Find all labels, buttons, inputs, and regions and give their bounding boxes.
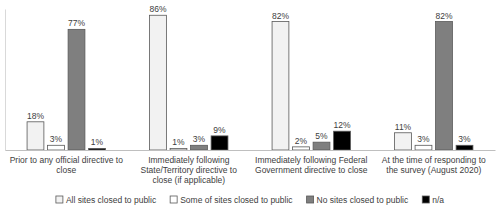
data-label: 1%: [91, 137, 104, 147]
bar: [415, 145, 432, 150]
bars: [27, 15, 473, 150]
x-tick: Immediately following FederalGovernment …: [255, 155, 368, 175]
data-label: 9%: [213, 125, 226, 135]
data-label: 3%: [458, 134, 471, 144]
legend-swatch: [56, 196, 63, 203]
bar: [313, 142, 330, 150]
bar: [150, 15, 167, 150]
x-axis-line: [6, 150, 496, 151]
data-label: 3%: [417, 134, 430, 144]
x-tick-label-line: Government directive to close: [255, 165, 368, 175]
legend-label: All sites closed to public: [66, 195, 157, 205]
legend-item: Some of sites closed to public: [170, 195, 293, 205]
x-tick-label-line: State/Territory directive to: [141, 165, 238, 175]
bar: [68, 29, 85, 150]
bar: [272, 22, 289, 150]
x-tick-label-line: Immediately following: [148, 155, 230, 165]
bar: [89, 148, 106, 150]
x-tick-label: Prior to any official directive toclose: [10, 155, 123, 175]
y-axis: [5, 10, 6, 151]
x-tick: Prior to any official directive toclose: [10, 155, 123, 175]
x-tick-label: At the time of responding tothe survey (…: [382, 155, 486, 175]
legend-swatch: [307, 196, 314, 203]
bar: [170, 148, 187, 150]
legend-item: No sites closed to public: [307, 195, 409, 205]
x-tick-label-line: close (if applicable): [152, 175, 225, 185]
y-axis-line: [5, 10, 6, 151]
x-axis: Prior to any official directive toclose I…: [6, 151, 496, 185]
bar: [456, 145, 473, 150]
legend-item: All sites closed to public: [56, 195, 157, 205]
data-label: 18%: [27, 111, 44, 121]
data-label: 1%: [172, 137, 185, 147]
data-label: 3%: [50, 134, 63, 144]
legend-swatch: [422, 196, 429, 203]
data-label: 77%: [68, 18, 85, 28]
chart: 18% 86% 82% 11% 3% 1% 2% 3% 77% 3% 5% 82% 1% 9% 12% 3% P…: [0, 0, 500, 211]
legend: All sites closed to public Some of sites …: [56, 195, 444, 205]
legend-swatch: [170, 196, 177, 203]
x-tick-label-line: At the time of responding to: [382, 155, 486, 165]
bar: [48, 145, 65, 150]
data-label: 2%: [295, 136, 308, 146]
x-tick-label: Immediately following FederalGovernment …: [255, 155, 368, 175]
data-labels: 18% 86% 82% 11% 3% 1% 2% 3% 77% 3% 5% 82% 1% 9% 12% 3%: [27, 4, 471, 147]
bar: [191, 145, 208, 150]
bar: [293, 147, 310, 150]
x-tick-label-line: close: [56, 165, 76, 175]
bar: [436, 22, 453, 150]
x-tick: Immediately followingState/Territory dir…: [141, 155, 238, 185]
legend-item: n/a: [422, 195, 444, 205]
legend-label: Some of sites closed to public: [180, 195, 293, 205]
data-label: 82%: [435, 11, 452, 21]
data-label: 11%: [395, 122, 412, 132]
bar: [395, 133, 412, 150]
bar: [334, 131, 351, 150]
x-tick-label-line: Prior to any official directive to: [10, 155, 123, 165]
x-tick-label-line: the survey (August 2020): [386, 165, 481, 175]
data-label: 82%: [272, 11, 289, 21]
legend-label: n/a: [432, 195, 444, 205]
data-label: 3%: [193, 134, 206, 144]
data-label: 5%: [315, 131, 328, 141]
x-tick: At the time of responding tothe survey (…: [382, 155, 486, 175]
x-tick-label: Immediately followingState/Territory dir…: [141, 155, 238, 185]
bar: [211, 136, 228, 150]
x-tick-label-line: Immediately following Federal: [255, 155, 368, 165]
legend-label: No sites closed to public: [317, 195, 409, 205]
bar: [27, 122, 44, 150]
data-label: 12%: [334, 120, 351, 130]
data-label: 86%: [149, 4, 166, 14]
